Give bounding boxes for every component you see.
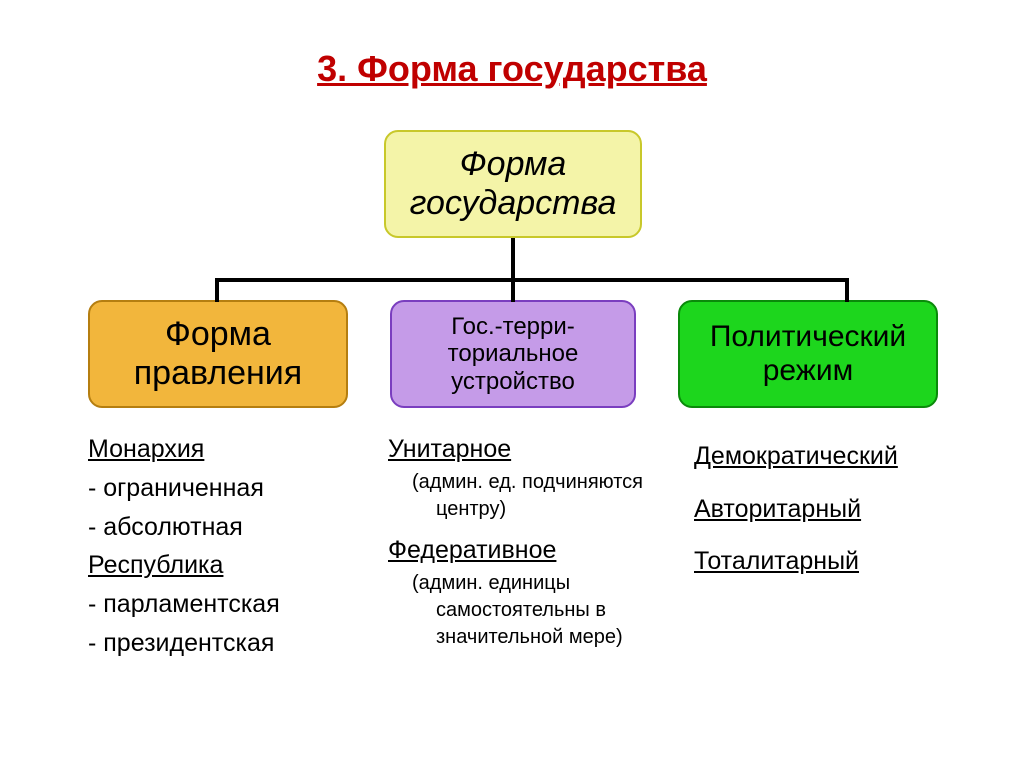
col2-sub-2a: (админ. единицы: [388, 570, 643, 597]
column-3: Демократический Авторитарный Тоталитарны…: [694, 430, 898, 588]
col3-heading-2: Авторитарный: [694, 483, 898, 536]
col1-bullet-4: - президентская: [88, 624, 280, 663]
col2-heading-2: Федеративное: [388, 531, 643, 570]
col1-heading-2: Республика: [88, 546, 280, 585]
col2-heading-1: Унитарное: [388, 430, 643, 469]
col2-sub-2b: самостоятельны в: [388, 597, 643, 624]
col3-heading-3: Тоталитарный: [694, 535, 898, 588]
child-2-label: Гос.-терри- ториальное устройство: [448, 313, 579, 396]
col2-sub-1b: центру): [388, 496, 643, 523]
connector-drop-3: [845, 278, 849, 302]
col3-heading-1: Демократический: [694, 430, 898, 483]
root-node: Форма государства: [384, 130, 642, 238]
col1-bullet-2: - абсолютная: [88, 508, 280, 547]
column-2: Унитарное (админ. ед. подчиняются центру…: [388, 430, 643, 659]
slide-title: 3. Форма государства: [0, 48, 1024, 90]
col1-bullet-3: - парламентская: [88, 585, 280, 624]
child-1-label: Форма правления: [134, 315, 302, 393]
title-text: 3. Форма государства: [317, 48, 707, 89]
col1-bullet-1: - ограниченная: [88, 469, 280, 508]
col2-sub-2c: значительной мере): [388, 624, 643, 651]
connector-drop-2: [511, 278, 515, 302]
child-node-2: Гос.-терри- ториальное устройство: [390, 300, 636, 408]
column-1: Монархия - ограниченная - абсолютная Рес…: [88, 430, 280, 663]
connector-trunk: [511, 238, 515, 280]
child-node-3: Политический режим: [678, 300, 938, 408]
connector-hbar: [215, 278, 849, 282]
connector-drop-1: [215, 278, 219, 302]
child-3-label: Политический режим: [710, 320, 906, 389]
col2-sub-1a: (админ. ед. подчиняются: [388, 469, 643, 496]
col1-heading-1: Монархия: [88, 430, 280, 469]
child-node-1: Форма правления: [88, 300, 348, 408]
root-label: Форма государства: [410, 145, 617, 223]
